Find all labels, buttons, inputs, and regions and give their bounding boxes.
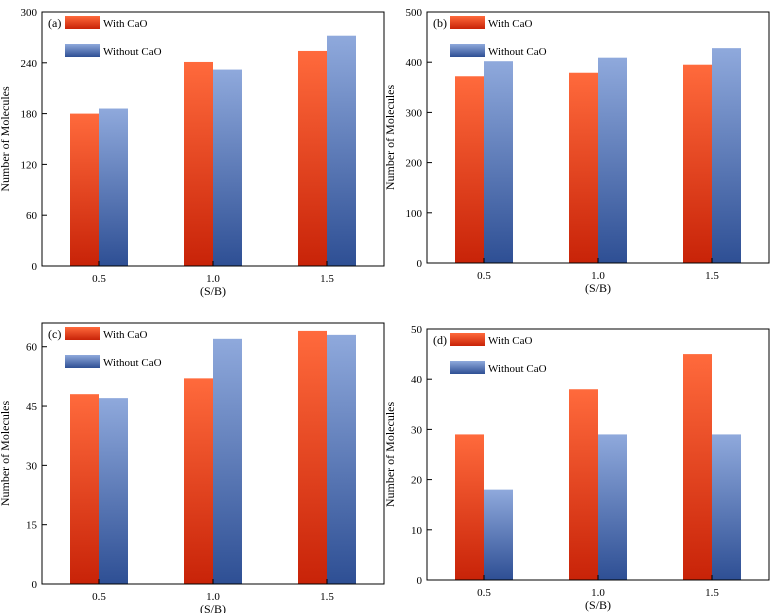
panel-label: (a): [48, 16, 61, 30]
bar: [484, 489, 513, 580]
bar: [70, 113, 99, 266]
plot-frame: [41, 322, 385, 585]
bar: [712, 434, 741, 580]
bar: [99, 108, 128, 267]
chart-panel-a: 0.5 1.0 1.5 0 60 120 180 240 300 (S/B) Number of M…: [0, 7, 385, 298]
legend-label: With CaO: [103, 329, 148, 341]
x-tick-label: 0.5: [477, 270, 491, 282]
y-tick-label: 0: [417, 258, 423, 270]
bar: [99, 398, 128, 584]
chart-panel-d: 0.5 1.0 1.5 0 10 20 30 40 50 (S/B) Number of Molec…: [383, 324, 770, 612]
y-tick-label: 10: [411, 525, 423, 537]
y-tick-label: 30: [26, 460, 38, 472]
x-tick-label: 1.0: [591, 270, 605, 282]
bar: [213, 338, 242, 584]
y-tick-label: 500: [406, 7, 423, 19]
legend-label: With CaO: [103, 18, 148, 30]
legend-swatch: [65, 327, 100, 340]
y-tick-label: 180: [21, 109, 38, 121]
chart-panel-b: 0.5 1.0 1.5 0 100 200 300 400 500 (S/B) Number of …: [383, 7, 770, 295]
bar: [298, 50, 327, 266]
x-axis-label: (S/B): [200, 602, 226, 613]
x-tick-label: 0.5: [477, 587, 491, 599]
chart-panel-c: 0.5 1.0 1.5 0 15 30 45 60 (S/B) Number of Molecul…: [0, 322, 385, 613]
bar: [70, 394, 99, 584]
x-tick-label: 0.5: [92, 273, 106, 285]
y-tick-label: 0: [32, 261, 38, 273]
bar: [298, 330, 327, 584]
legend-swatch: [450, 44, 485, 57]
y-tick-label: 60: [26, 342, 38, 354]
y-tick-label: 60: [26, 210, 38, 222]
y-tick-label: 45: [26, 401, 38, 413]
x-tick-label: 1.5: [320, 591, 334, 603]
x-tick-label: 1.0: [206, 273, 220, 285]
panel-label: (b): [433, 16, 447, 30]
y-tick-label: 40: [411, 374, 423, 386]
bar: [569, 389, 598, 580]
legend-swatch: [450, 333, 485, 346]
bar: [683, 354, 712, 580]
legend-swatch: [450, 16, 485, 29]
plot-frame: [41, 11, 385, 267]
legend-label: Without CaO: [488, 46, 547, 58]
plot-frame: [426, 328, 770, 581]
bar: [455, 434, 484, 580]
bar: [327, 334, 356, 584]
legend-label: With CaO: [488, 18, 533, 30]
x-tick-label: 1.5: [320, 273, 334, 285]
x-axis-label: (S/B): [200, 284, 226, 298]
x-tick-label: 1.5: [705, 270, 719, 282]
panel-label: (d): [433, 333, 447, 347]
y-axis-label: Number of Molecules: [383, 85, 397, 191]
y-tick-label: 100: [406, 208, 423, 220]
y-axis-label: Number of Molecules: [383, 402, 397, 508]
y-tick-label: 400: [406, 57, 423, 69]
x-tick-label: 1.5: [705, 587, 719, 599]
bar: [598, 57, 627, 263]
legend-label: Without CaO: [103, 46, 162, 58]
plot-frame: [426, 11, 770, 264]
bar: [598, 434, 627, 580]
bar: [712, 48, 741, 264]
bar: [569, 72, 598, 263]
panel-label: (c): [48, 327, 61, 341]
y-tick-label: 0: [32, 579, 38, 591]
x-tick-label: 0.5: [92, 591, 106, 603]
legend-swatch: [450, 361, 485, 374]
y-tick-label: 300: [21, 7, 38, 19]
y-axis-label: Number of Molecules: [0, 86, 12, 192]
legend-label: Without CaO: [488, 363, 547, 375]
bar: [213, 69, 242, 266]
legend-swatch: [65, 44, 100, 57]
bar: [184, 61, 213, 266]
x-tick-label: 1.0: [206, 591, 220, 603]
bar: [327, 35, 356, 266]
bar: [484, 61, 513, 263]
y-axis-label: Number of Molecules: [0, 401, 12, 507]
legend-label: Without CaO: [103, 357, 162, 369]
y-tick-label: 0: [417, 575, 423, 587]
bar: [184, 378, 213, 584]
x-axis-label: (S/B): [585, 281, 611, 295]
x-axis-label: (S/B): [585, 598, 611, 612]
y-tick-label: 300: [406, 107, 423, 119]
x-tick-label: 1.0: [591, 587, 605, 599]
bar: [455, 76, 484, 263]
legend-swatch: [65, 355, 100, 368]
legend-swatch: [65, 16, 100, 29]
y-tick-label: 200: [406, 158, 423, 170]
legend-label: With CaO: [488, 335, 533, 347]
y-tick-label: 240: [21, 58, 38, 70]
bar: [683, 64, 712, 264]
y-tick-label: 20: [411, 475, 423, 487]
y-tick-label: 15: [26, 520, 38, 532]
y-tick-label: 30: [411, 424, 423, 436]
y-tick-label: 50: [411, 324, 423, 336]
y-tick-label: 120: [21, 159, 38, 171]
